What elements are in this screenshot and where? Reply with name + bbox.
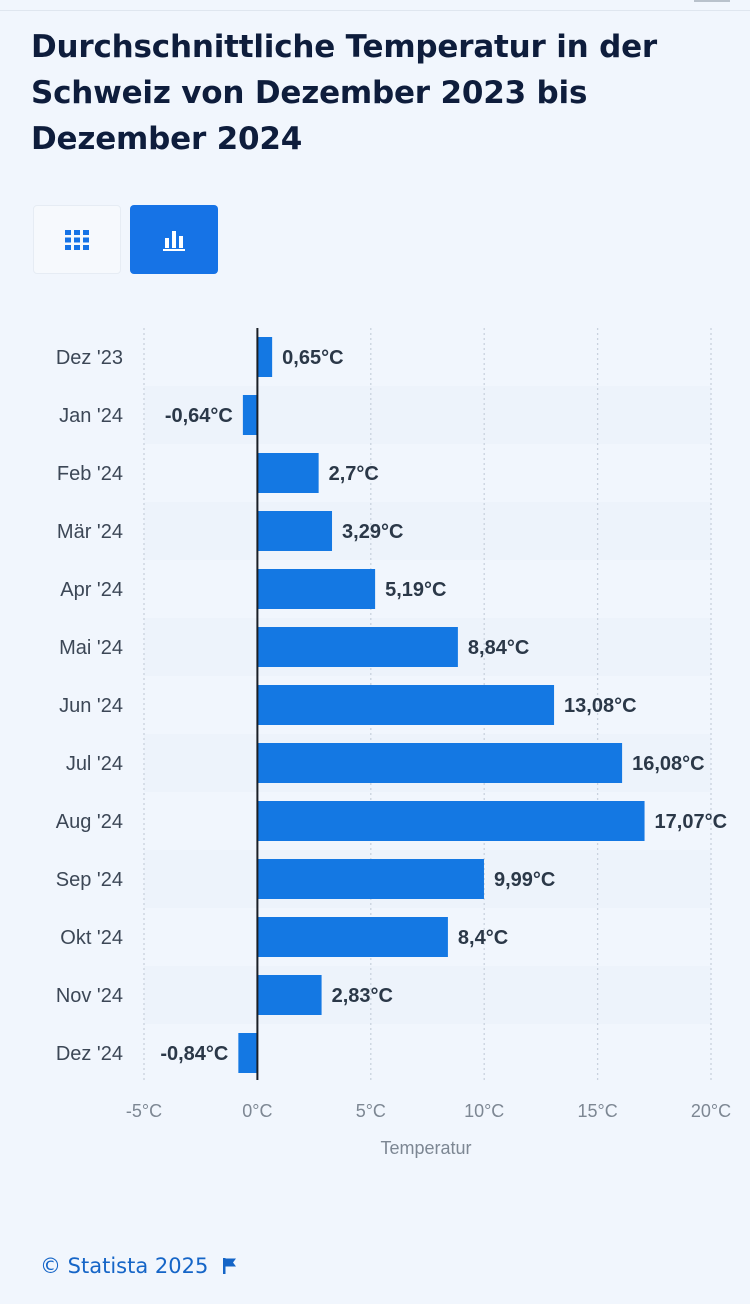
data-label: 3,29°C (342, 521, 403, 543)
category-label: Dez '24 (56, 1043, 123, 1065)
data-label: 8,84°C (468, 637, 529, 659)
data-label: 16,08°C (632, 753, 705, 775)
category-label: Nov '24 (56, 985, 123, 1007)
data-label: 8,4°C (458, 927, 508, 949)
x-tick-label: 0°C (242, 1101, 272, 1121)
bar[interactable] (257, 743, 623, 783)
bar[interactable] (238, 1033, 258, 1073)
footer: © Statista 2025 (40, 1254, 238, 1278)
category-label: Aug '24 (56, 811, 123, 833)
bar[interactable] (257, 917, 448, 957)
data-label: 9,99°C (494, 869, 555, 891)
data-label: 2,7°C (329, 463, 379, 485)
bar[interactable] (242, 395, 258, 435)
bar[interactable] (257, 975, 322, 1015)
bar[interactable] (257, 337, 273, 377)
category-label: Okt '24 (60, 927, 123, 949)
top-divider (0, 10, 750, 11)
category-label: Mai '24 (59, 637, 123, 659)
category-label: Mär '24 (57, 521, 123, 543)
chart-view-button[interactable] (130, 205, 218, 274)
x-tick-label: 5°C (356, 1101, 386, 1121)
category-label: Jun '24 (59, 695, 123, 717)
flag-icon[interactable] (222, 1257, 238, 1275)
bar[interactable] (257, 627, 458, 667)
x-tick-label: 10°C (464, 1101, 504, 1121)
menu-edge (694, 0, 730, 2)
category-label: Feb '24 (57, 463, 123, 485)
x-tick-label: -5°C (126, 1101, 162, 1121)
bar[interactable] (257, 453, 319, 493)
x-axis-label: Temperatur (380, 1138, 471, 1158)
data-label: 17,07°C (655, 811, 728, 833)
data-label: 13,08°C (564, 695, 637, 717)
category-label: Apr '24 (60, 579, 123, 601)
bar[interactable] (257, 859, 484, 899)
data-label: 0,65°C (282, 347, 343, 369)
grid-icon (65, 229, 89, 250)
category-label: Jan '24 (59, 405, 123, 427)
row-band (144, 502, 711, 560)
table-view-button[interactable] (33, 205, 121, 274)
bar-chart-icon (163, 230, 185, 251)
x-tick-label: 15°C (577, 1101, 617, 1121)
category-label: Sep '24 (56, 869, 123, 891)
data-label: 2,83°C (332, 985, 393, 1007)
row-band (144, 966, 711, 1024)
data-label: -0,84°C (160, 1043, 228, 1065)
bar[interactable] (257, 685, 555, 725)
statista-copyright-link[interactable]: © Statista 2025 (40, 1254, 209, 1278)
chart-title: Durchschnittliche Temperatur in der Schw… (31, 29, 658, 157)
data-label: -0,64°C (165, 405, 233, 427)
category-label: Jul '24 (66, 753, 123, 775)
data-label: 5,19°C (385, 579, 446, 601)
category-label: Dez '23 (56, 347, 123, 369)
x-tick-label: 20°C (691, 1101, 731, 1121)
bar[interactable] (257, 511, 333, 551)
bar[interactable] (257, 801, 645, 841)
row-band (144, 386, 711, 444)
bar[interactable] (257, 569, 376, 609)
temperature-bar-chart: -5°C 0°C 5°C 10°C 15°C 20°C Dez '23 0,65°C Jan '… (56, 328, 731, 1158)
